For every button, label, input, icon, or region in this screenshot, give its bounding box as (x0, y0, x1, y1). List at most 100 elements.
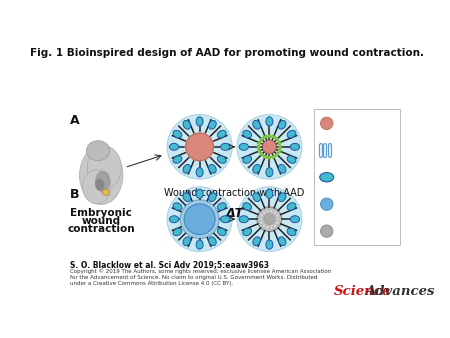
Ellipse shape (173, 203, 182, 210)
Ellipse shape (86, 141, 110, 161)
Circle shape (184, 204, 215, 235)
Ellipse shape (217, 203, 226, 210)
Ellipse shape (279, 193, 286, 201)
Text: contraction: contraction (68, 224, 135, 234)
Ellipse shape (287, 156, 296, 163)
Circle shape (278, 141, 281, 144)
Ellipse shape (183, 237, 191, 246)
Text: Cell: Cell (339, 173, 356, 182)
Ellipse shape (266, 189, 273, 198)
Text: for the Advancement of Science. No claim to original U.S. Government Works. Dist: for the Advancement of Science. No claim… (70, 275, 318, 280)
Ellipse shape (220, 143, 230, 150)
Circle shape (266, 209, 269, 213)
Ellipse shape (279, 120, 286, 129)
Circle shape (260, 153, 263, 156)
Circle shape (273, 224, 276, 227)
Text: wound: wound (81, 216, 121, 226)
Ellipse shape (209, 120, 216, 129)
Ellipse shape (290, 216, 300, 223)
Circle shape (268, 134, 271, 138)
Circle shape (262, 224, 266, 227)
Ellipse shape (320, 173, 334, 182)
Ellipse shape (196, 240, 203, 249)
Ellipse shape (217, 156, 226, 163)
Ellipse shape (209, 193, 216, 201)
Circle shape (237, 187, 302, 251)
Ellipse shape (173, 228, 182, 236)
Text: B: B (70, 188, 80, 201)
Ellipse shape (287, 203, 296, 210)
Ellipse shape (253, 193, 261, 201)
Ellipse shape (209, 165, 216, 173)
Ellipse shape (266, 240, 273, 249)
Ellipse shape (253, 120, 261, 129)
Circle shape (320, 198, 333, 210)
Circle shape (167, 115, 232, 179)
Ellipse shape (95, 171, 111, 192)
Circle shape (275, 221, 279, 225)
Circle shape (264, 214, 275, 224)
Ellipse shape (196, 117, 203, 126)
Circle shape (180, 200, 219, 238)
Circle shape (272, 135, 275, 139)
Text: Advances: Advances (365, 285, 435, 298)
Ellipse shape (266, 168, 273, 177)
Circle shape (257, 207, 282, 232)
Circle shape (264, 155, 267, 159)
Circle shape (186, 133, 214, 161)
Text: Contracted: Contracted (339, 227, 390, 236)
Text: Copyright © 2019 The Authors, some rights reserved; exclusive licensee American : Copyright © 2019 The Authors, some right… (70, 268, 332, 274)
Circle shape (275, 153, 279, 156)
Circle shape (258, 141, 261, 144)
Ellipse shape (196, 168, 203, 177)
Text: AAD: AAD (339, 200, 359, 209)
Ellipse shape (169, 143, 179, 150)
Circle shape (320, 225, 333, 237)
Ellipse shape (279, 237, 286, 246)
Ellipse shape (287, 228, 296, 236)
Ellipse shape (239, 216, 248, 223)
Circle shape (257, 145, 260, 148)
Circle shape (259, 217, 263, 221)
Ellipse shape (243, 156, 252, 163)
Ellipse shape (217, 228, 226, 236)
Circle shape (262, 140, 276, 154)
Ellipse shape (87, 146, 122, 189)
Ellipse shape (209, 237, 216, 246)
Text: Embryonic: Embryonic (70, 209, 132, 218)
Ellipse shape (253, 237, 261, 246)
Text: Fig. 1 Bioinspired design of AAD for promoting wound contraction.: Fig. 1 Bioinspired design of AAD for pro… (30, 48, 424, 58)
Ellipse shape (243, 228, 252, 236)
Ellipse shape (290, 143, 300, 150)
Ellipse shape (243, 203, 252, 210)
Circle shape (270, 226, 273, 229)
Ellipse shape (266, 117, 273, 126)
Circle shape (237, 115, 302, 179)
Circle shape (279, 145, 282, 148)
Circle shape (320, 117, 333, 129)
Ellipse shape (95, 178, 104, 191)
Ellipse shape (183, 120, 191, 129)
Circle shape (266, 226, 269, 229)
Ellipse shape (253, 165, 261, 173)
Text: Science: Science (334, 285, 391, 298)
Circle shape (276, 217, 280, 221)
Text: A: A (70, 114, 80, 127)
Ellipse shape (80, 146, 123, 204)
Circle shape (275, 214, 279, 217)
Ellipse shape (173, 130, 182, 138)
Circle shape (275, 138, 279, 141)
Circle shape (262, 211, 266, 214)
Ellipse shape (287, 130, 296, 138)
Circle shape (258, 149, 261, 153)
Ellipse shape (239, 143, 248, 150)
Ellipse shape (279, 165, 286, 173)
Text: Actin: Actin (339, 146, 362, 155)
FancyBboxPatch shape (314, 109, 400, 245)
Ellipse shape (183, 165, 191, 173)
Ellipse shape (196, 189, 203, 198)
Text: Wound contraction with AAD: Wound contraction with AAD (164, 188, 305, 198)
Circle shape (264, 135, 267, 139)
Circle shape (268, 156, 271, 159)
Circle shape (260, 214, 264, 217)
